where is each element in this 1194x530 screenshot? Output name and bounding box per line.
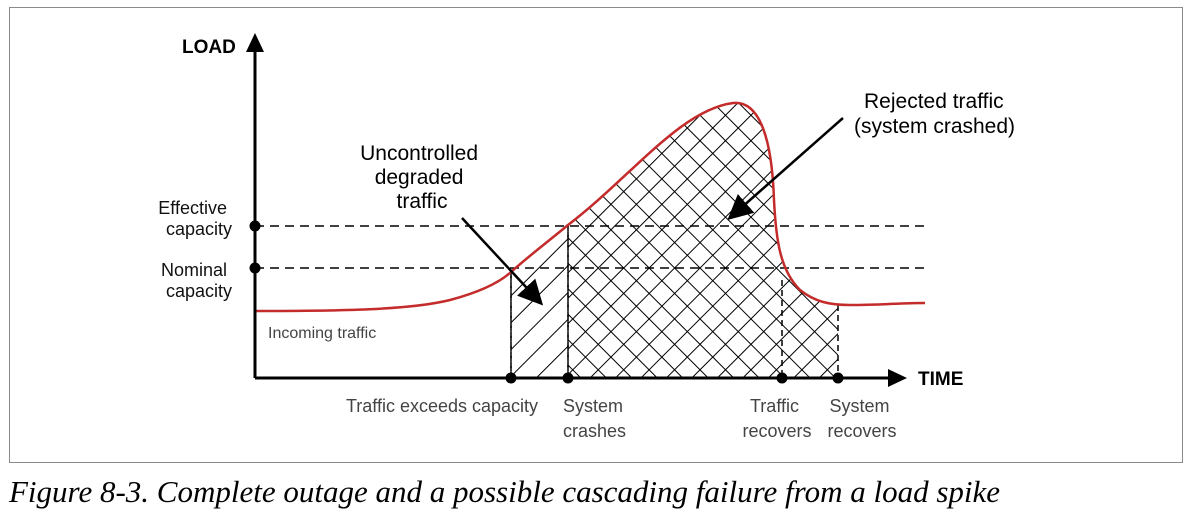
x-axis-title: TIME [918,369,963,390]
nominal-capacity-label: Nominal capacity [161,260,232,301]
system-recovers-dot [832,372,844,384]
rejected-traffic-region [568,102,838,378]
traffic-recovers-label: Traffic recovers [742,396,811,441]
uncontrolled-arrow [461,217,544,306]
uncontrolled-degraded-label: Uncontrolled degraded traffic [360,142,484,213]
x-axis-arrow [888,369,907,387]
figure-caption: Figure 8-3. Complete outage and a possib… [9,474,1001,509]
rejected-traffic-label: Rejected traffic (system crashed) [854,90,1015,138]
effective-capacity-label: Effective capacity [158,198,232,239]
system-crashes-label: System crashes [563,396,628,441]
effective-capacity-dot [249,220,261,232]
rejected-arrow [727,117,844,220]
y-axis-arrow [246,33,264,52]
exceeds-capacity-dot [505,372,517,384]
traffic-recovers-dot [776,372,788,384]
y-axis-title: LOAD [182,37,236,58]
nominal-capacity-dot [249,262,261,274]
incoming-traffic-curve [254,101,926,313]
traffic-exceeds-capacity-label: Traffic exceeds capacity [346,396,538,416]
system-recovers-label: System recovers [827,396,896,441]
system-crashes-dot [562,372,574,384]
cascading-failure-diagram: LOAD TIME Effective capacity Nominal cap… [158,33,1015,441]
incoming-traffic-label: Incoming traffic [268,325,376,342]
